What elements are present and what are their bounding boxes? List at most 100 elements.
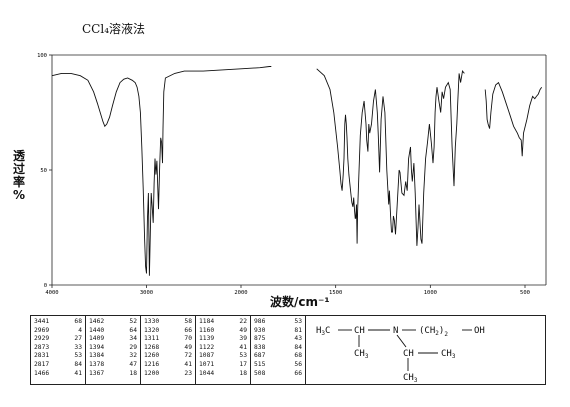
chain-label: (CH2)2 <box>419 326 448 338</box>
transmittance: 29 <box>129 343 137 351</box>
y-axis-label: 透过率 % <box>12 149 26 202</box>
peak-row: 687 68 <box>254 352 302 361</box>
wavenumber: 1440 <box>89 326 105 334</box>
transmittance: 41 <box>74 369 82 377</box>
wavenumber: 930 <box>254 326 266 334</box>
wavenumber: 508 <box>254 369 266 377</box>
wavenumber: 1330 <box>144 318 160 325</box>
peak-row: 1466 41 <box>34 370 82 379</box>
wavenumber: 1394 <box>89 343 105 351</box>
h3c-label: H3C <box>316 326 330 337</box>
peak-row: 1216 41 <box>144 361 192 370</box>
peak-table: 3441 68 2969 4 2929 27 2873 33 2831 53 2817 84 1466 4… <box>30 315 306 385</box>
wavenumber: 1087 <box>199 352 215 360</box>
wavenumber: 2929 <box>34 335 50 343</box>
transmittance: 56 <box>294 360 302 368</box>
ch-b-label: CH <box>403 349 414 359</box>
transmittance: 47 <box>129 360 137 368</box>
wavenumber: 2831 <box>34 352 50 360</box>
transmittance: 66 <box>184 326 192 334</box>
ch3-c-label: CH3 <box>403 373 418 384</box>
x-tick-label-500: 500 <box>520 290 530 296</box>
peak-row: 2817 84 <box>34 361 82 370</box>
wavenumber: 2817 <box>34 360 50 368</box>
transmittance: 34 <box>129 335 137 343</box>
y-tick-label-50: 50 <box>40 168 47 174</box>
transmittance: 53 <box>239 352 247 360</box>
transmittance: 41 <box>239 343 247 351</box>
transmittance: 84 <box>74 360 82 368</box>
transmittance: 49 <box>184 343 192 351</box>
transmittance: 22 <box>239 318 247 325</box>
wavenumber: 986 <box>254 318 266 325</box>
peak-row: 1200 23 <box>144 370 192 379</box>
structure-formula: H3C CH N (CH2)2 OH CH3 CH CH3 CH3 <box>316 326 485 384</box>
peak-row: 1139 39 <box>199 335 247 344</box>
transmittance: 66 <box>294 369 302 377</box>
x-tick-label-1000: 1000 <box>424 290 437 296</box>
peak-row: 875 43 <box>254 335 302 344</box>
wavenumber: 1409 <box>89 335 105 343</box>
transmittance: 64 <box>129 326 137 334</box>
wavenumber: 1466 <box>34 369 50 377</box>
peak-row: 1394 29 <box>89 344 137 353</box>
transmittance: 27 <box>74 335 82 343</box>
axes <box>49 54 547 288</box>
peak-row: 508 66 <box>254 370 302 379</box>
wavenumber: 1462 <box>89 318 105 325</box>
ch-label: CH <box>354 326 365 336</box>
ch3-a-label: CH3 <box>354 349 369 360</box>
transmittance: 18 <box>129 369 137 377</box>
x-axis-label: 波数/cm⁻¹ <box>270 295 330 309</box>
y-tick-label-0: 0 <box>44 283 47 289</box>
transmittance: 33 <box>74 343 82 351</box>
peak-row: 2969 4 <box>34 327 82 336</box>
wavenumber: 1311 <box>144 335 160 343</box>
peak-column-3: 1330 58 1320 66 1311 70 1268 49 1260 72 1216 41 1200… <box>141 316 196 384</box>
transmittance: 58 <box>184 318 192 325</box>
wavenumber: 838 <box>254 343 266 351</box>
transmittance: 39 <box>239 335 247 343</box>
x-tick-label-3000: 3000 <box>140 290 153 296</box>
transmittance: 52 <box>129 318 137 325</box>
spectrum-line <box>51 66 543 276</box>
wavenumber: 1184 <box>199 318 215 325</box>
wavenumber: 1160 <box>199 326 215 334</box>
peak-row: 1122 41 <box>199 344 247 353</box>
transmittance: 70 <box>184 335 192 343</box>
x-tick-label-2000: 2000 <box>234 290 247 296</box>
peak-row: 1268 49 <box>144 344 192 353</box>
peak-row: 515 56 <box>254 361 302 370</box>
wavenumber: 3441 <box>34 318 50 325</box>
wavenumber: 687 <box>254 352 266 360</box>
transmittance: 68 <box>294 352 302 360</box>
peak-row: 1071 17 <box>199 361 247 370</box>
peak-row: 2873 33 <box>34 344 82 353</box>
peak-row: 1044 18 <box>199 370 247 379</box>
transmittance: 32 <box>129 352 137 360</box>
x-tick-label-4000: 4000 <box>45 290 58 296</box>
peak-column-5: 986 53 930 81 875 43 838 84 687 68 515 56 508 66 <box>251 316 305 384</box>
wavenumber: 1216 <box>144 360 160 368</box>
transmittance: 53 <box>74 352 82 360</box>
peak-row: 1378 47 <box>89 361 137 370</box>
wavenumber: 1139 <box>199 335 215 343</box>
wavenumber: 2873 <box>34 343 50 351</box>
n-label: N <box>393 326 398 336</box>
peak-row: 2831 53 <box>34 352 82 361</box>
peak-column-1: 3441 68 2969 4 2929 27 2873 33 2831 53 2817 84 1466 4… <box>31 316 86 384</box>
ch3-b-label: CH3 <box>441 349 456 360</box>
wavenumber: 1384 <box>89 352 105 360</box>
bonds <box>338 329 472 371</box>
peak-row: 1087 53 <box>199 352 247 361</box>
transmittance: 72 <box>184 352 192 360</box>
peak-row: 1384 32 <box>89 352 137 361</box>
transmittance: 4 <box>78 326 82 334</box>
transmittance: 84 <box>294 343 302 351</box>
structure-panel: H3C CH N (CH2)2 OH CH3 CH CH3 CH3 <box>306 315 546 385</box>
peak-column-2: 1462 52 1440 64 1409 34 1394 29 1384 32 1378 47 1367… <box>86 316 141 384</box>
wavenumber: 1367 <box>89 369 105 377</box>
wavenumber: 1320 <box>144 326 160 334</box>
